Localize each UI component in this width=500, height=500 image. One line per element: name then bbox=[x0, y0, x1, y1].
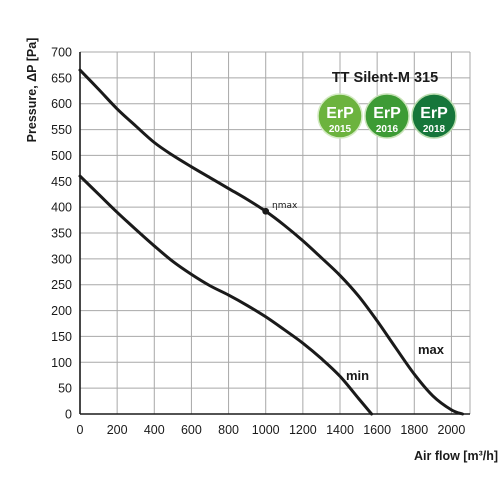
series-line-min bbox=[78, 174, 374, 416]
series-label-min: min bbox=[346, 368, 369, 383]
erp-badge-2018: ErP 2018 bbox=[411, 93, 457, 139]
x-tick-label: 1000 bbox=[252, 423, 280, 437]
erp-badge-2016: ErP 2016 bbox=[364, 93, 410, 139]
y-tick-label: 550 bbox=[51, 123, 72, 137]
erp-badge-2016-circle bbox=[365, 94, 409, 138]
curves bbox=[78, 68, 465, 416]
erp-badge-2015-circle bbox=[318, 94, 362, 138]
x-tick-label: 400 bbox=[144, 423, 165, 437]
y-tick-label: 100 bbox=[51, 356, 72, 370]
erp-badge-2016-year: 2016 bbox=[376, 124, 399, 135]
x-tick-label: 800 bbox=[218, 423, 239, 437]
x-axis-title: Air flow [m³/h] bbox=[414, 449, 498, 463]
erp-badge-2018-label: ErP bbox=[420, 105, 448, 122]
y-tick-label: 450 bbox=[51, 175, 72, 189]
y-axis-title: Pressure, ΔP [Pa] bbox=[25, 38, 39, 143]
erp-badge-2015: ErP 2015 bbox=[317, 93, 363, 139]
y-tick-label: 600 bbox=[51, 97, 72, 111]
x-tick-label: 200 bbox=[107, 423, 128, 437]
y-tick-label: 650 bbox=[51, 71, 72, 85]
eta-max-point bbox=[262, 207, 270, 215]
x-tick-label: 1600 bbox=[363, 423, 391, 437]
y-tick-label: 350 bbox=[51, 227, 72, 241]
y-tick-label: 500 bbox=[51, 149, 72, 163]
series-label-max: max bbox=[418, 342, 445, 357]
series-line-max bbox=[78, 68, 465, 416]
y-tick-label: 200 bbox=[51, 304, 72, 318]
x-tick-label: 1800 bbox=[400, 423, 428, 437]
y-tick-label: 250 bbox=[51, 278, 72, 292]
y-tick-label: 400 bbox=[51, 201, 72, 215]
x-tick-label: 1400 bbox=[326, 423, 354, 437]
erp-badge-2018-year: 2018 bbox=[423, 124, 446, 135]
y-tick-label: 0 bbox=[65, 408, 72, 422]
x-tick-label: 2000 bbox=[438, 423, 466, 437]
chart-title: TT Silent-M 315 bbox=[332, 70, 438, 86]
y-tick-label: 150 bbox=[51, 330, 72, 344]
x-tick-label: 0 bbox=[77, 423, 84, 437]
y-tick-label: 50 bbox=[58, 382, 72, 396]
x-tick-label: 1200 bbox=[289, 423, 317, 437]
x-tick-label: 600 bbox=[181, 423, 202, 437]
erp-badge-2015-year: 2015 bbox=[329, 124, 352, 135]
erp-badge-2015-label: ErP bbox=[326, 105, 354, 122]
y-tick-label: 700 bbox=[51, 46, 72, 60]
erp-badge-2018-circle bbox=[412, 94, 456, 138]
erp-badge-2016-label: ErP bbox=[373, 105, 401, 122]
eta-max-label: ηmax bbox=[272, 201, 298, 211]
axes: 0 200 400 600 800 1000 1200 1400 1600 1800 2000 0 50… bbox=[51, 46, 470, 437]
y-tick-label: 300 bbox=[51, 252, 72, 266]
